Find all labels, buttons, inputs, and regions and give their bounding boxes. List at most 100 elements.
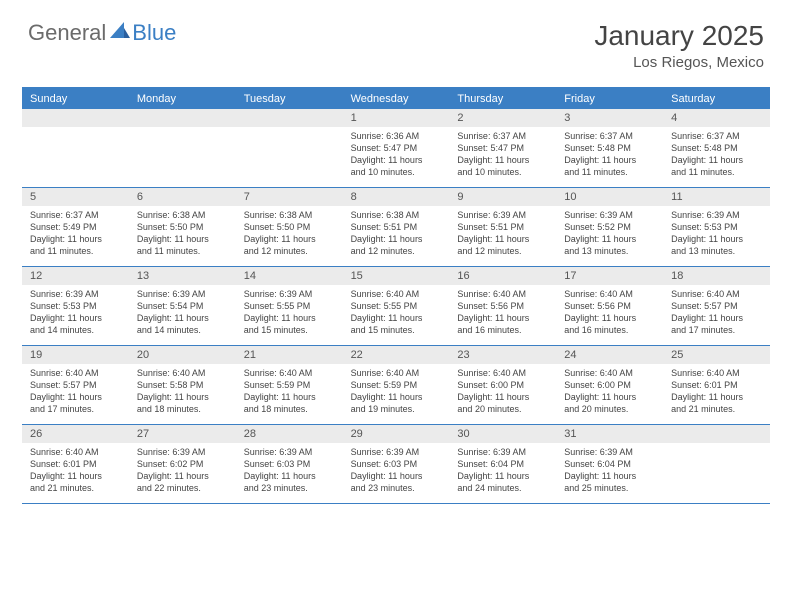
day-header: Thursday (449, 89, 556, 109)
header: General Blue January 2025 Los Riegos, Me… (0, 0, 792, 79)
day-number: 28 (236, 425, 343, 443)
daylight-text-2: and 21 minutes. (30, 482, 121, 494)
daylight-text-1: Daylight: 11 hours (564, 312, 655, 324)
day-cell: 16Sunrise: 6:40 AMSunset: 5:56 PMDayligh… (449, 267, 556, 345)
daylight-text-2: and 12 minutes. (351, 245, 442, 257)
daylight-text-2: and 12 minutes. (244, 245, 335, 257)
daylight-text-2: and 21 minutes. (671, 403, 762, 415)
sunrise-text: Sunrise: 6:39 AM (137, 288, 228, 300)
sunrise-text: Sunrise: 6:40 AM (137, 367, 228, 379)
daylight-text-2: and 11 minutes. (564, 166, 655, 178)
day-body: Sunrise: 6:40 AMSunset: 6:00 PMDaylight:… (556, 364, 663, 422)
sunset-text: Sunset: 6:03 PM (351, 458, 442, 470)
daylight-text-2: and 18 minutes. (244, 403, 335, 415)
day-cell: 24Sunrise: 6:40 AMSunset: 6:00 PMDayligh… (556, 346, 663, 424)
sunrise-text: Sunrise: 6:40 AM (30, 446, 121, 458)
day-number: 8 (343, 188, 450, 206)
sunset-text: Sunset: 5:57 PM (30, 379, 121, 391)
sunrise-text: Sunrise: 6:39 AM (564, 446, 655, 458)
daylight-text-1: Daylight: 11 hours (457, 470, 548, 482)
day-body: Sunrise: 6:40 AMSunset: 5:58 PMDaylight:… (129, 364, 236, 422)
day-number: 6 (129, 188, 236, 206)
day-number: 29 (343, 425, 450, 443)
sunrise-text: Sunrise: 6:39 AM (30, 288, 121, 300)
sunrise-text: Sunrise: 6:40 AM (671, 288, 762, 300)
sunrise-text: Sunrise: 6:40 AM (457, 367, 548, 379)
sunset-text: Sunset: 5:54 PM (137, 300, 228, 312)
sunrise-text: Sunrise: 6:37 AM (30, 209, 121, 221)
daylight-text-1: Daylight: 11 hours (564, 154, 655, 166)
daylight-text-2: and 13 minutes. (671, 245, 762, 257)
day-cell: 11Sunrise: 6:39 AMSunset: 5:53 PMDayligh… (663, 188, 770, 266)
daylight-text-1: Daylight: 11 hours (30, 233, 121, 245)
day-cell: 15Sunrise: 6:40 AMSunset: 5:55 PMDayligh… (343, 267, 450, 345)
day-cell: 13Sunrise: 6:39 AMSunset: 5:54 PMDayligh… (129, 267, 236, 345)
daylight-text-1: Daylight: 11 hours (137, 233, 228, 245)
day-number: 17 (556, 267, 663, 285)
sunset-text: Sunset: 5:57 PM (671, 300, 762, 312)
sunrise-text: Sunrise: 6:39 AM (564, 209, 655, 221)
day-body: Sunrise: 6:40 AMSunset: 6:01 PMDaylight:… (663, 364, 770, 422)
sunset-text: Sunset: 5:49 PM (30, 221, 121, 233)
day-cell (663, 425, 770, 503)
day-number: 21 (236, 346, 343, 364)
day-body: Sunrise: 6:37 AMSunset: 5:49 PMDaylight:… (22, 206, 129, 264)
sunset-text: Sunset: 5:59 PM (351, 379, 442, 391)
day-number: 3 (556, 109, 663, 127)
day-number: 10 (556, 188, 663, 206)
daylight-text-1: Daylight: 11 hours (30, 470, 121, 482)
sunrise-text: Sunrise: 6:37 AM (457, 130, 548, 142)
day-number: 4 (663, 109, 770, 127)
daylight-text-2: and 20 minutes. (564, 403, 655, 415)
day-cell: 14Sunrise: 6:39 AMSunset: 5:55 PMDayligh… (236, 267, 343, 345)
daylight-text-1: Daylight: 11 hours (244, 470, 335, 482)
sunrise-text: Sunrise: 6:38 AM (351, 209, 442, 221)
day-body: Sunrise: 6:39 AMSunset: 5:51 PMDaylight:… (449, 206, 556, 264)
sunset-text: Sunset: 6:04 PM (564, 458, 655, 470)
week-row: 19Sunrise: 6:40 AMSunset: 5:57 PMDayligh… (22, 346, 770, 425)
day-body: Sunrise: 6:39 AMSunset: 5:52 PMDaylight:… (556, 206, 663, 264)
daylight-text-1: Daylight: 11 hours (351, 154, 442, 166)
day-number-empty (129, 109, 236, 127)
sunrise-text: Sunrise: 6:39 AM (457, 209, 548, 221)
day-body: Sunrise: 6:39 AMSunset: 6:03 PMDaylight:… (343, 443, 450, 501)
sunset-text: Sunset: 5:50 PM (137, 221, 228, 233)
sunrise-text: Sunrise: 6:40 AM (351, 288, 442, 300)
day-number: 31 (556, 425, 663, 443)
sunset-text: Sunset: 6:02 PM (137, 458, 228, 470)
day-body: Sunrise: 6:40 AMSunset: 5:57 PMDaylight:… (663, 285, 770, 343)
daylight-text-2: and 22 minutes. (137, 482, 228, 494)
day-number: 2 (449, 109, 556, 127)
sunrise-text: Sunrise: 6:40 AM (671, 367, 762, 379)
sunset-text: Sunset: 5:48 PM (564, 142, 655, 154)
daylight-text-1: Daylight: 11 hours (564, 233, 655, 245)
daylight-text-1: Daylight: 11 hours (351, 312, 442, 324)
sunset-text: Sunset: 6:04 PM (457, 458, 548, 470)
sunrise-text: Sunrise: 6:39 AM (351, 446, 442, 458)
logo: General Blue (28, 20, 176, 46)
daylight-text-2: and 14 minutes. (137, 324, 228, 336)
sunset-text: Sunset: 5:56 PM (564, 300, 655, 312)
day-body: Sunrise: 6:37 AMSunset: 5:47 PMDaylight:… (449, 127, 556, 185)
daylight-text-2: and 23 minutes. (351, 482, 442, 494)
daylight-text-2: and 15 minutes. (244, 324, 335, 336)
day-cell (129, 109, 236, 187)
day-cell: 21Sunrise: 6:40 AMSunset: 5:59 PMDayligh… (236, 346, 343, 424)
daylight-text-2: and 10 minutes. (351, 166, 442, 178)
daylight-text-2: and 15 minutes. (351, 324, 442, 336)
logo-triangle-icon (110, 22, 130, 38)
day-cell: 20Sunrise: 6:40 AMSunset: 5:58 PMDayligh… (129, 346, 236, 424)
day-body: Sunrise: 6:39 AMSunset: 6:02 PMDaylight:… (129, 443, 236, 501)
sunrise-text: Sunrise: 6:40 AM (564, 367, 655, 379)
sunset-text: Sunset: 5:53 PM (671, 221, 762, 233)
day-number: 16 (449, 267, 556, 285)
day-cell: 17Sunrise: 6:40 AMSunset: 5:56 PMDayligh… (556, 267, 663, 345)
day-cell: 19Sunrise: 6:40 AMSunset: 5:57 PMDayligh… (22, 346, 129, 424)
daylight-text-2: and 11 minutes. (671, 166, 762, 178)
day-cell: 27Sunrise: 6:39 AMSunset: 6:02 PMDayligh… (129, 425, 236, 503)
day-header: Saturday (663, 89, 770, 109)
sunset-text: Sunset: 5:51 PM (457, 221, 548, 233)
day-cell: 18Sunrise: 6:40 AMSunset: 5:57 PMDayligh… (663, 267, 770, 345)
day-cell: 9Sunrise: 6:39 AMSunset: 5:51 PMDaylight… (449, 188, 556, 266)
day-number: 27 (129, 425, 236, 443)
